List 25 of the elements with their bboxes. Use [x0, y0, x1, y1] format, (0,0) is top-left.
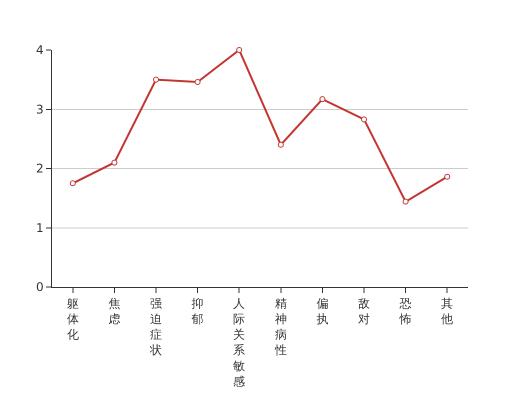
x-tick-label: 人际关系敏感	[233, 296, 246, 388]
x-tick-label: 抑郁	[192, 296, 204, 326]
point	[236, 47, 242, 53]
point	[278, 142, 284, 148]
x-tick-label: 精神病性	[274, 296, 287, 358]
x-tick-label: 敌对	[358, 296, 370, 326]
point	[111, 160, 118, 166]
point	[194, 79, 201, 85]
point	[361, 116, 367, 122]
y-tick-label: 3	[36, 102, 44, 116]
y-tick-label: 0	[36, 280, 44, 294]
point	[402, 198, 409, 205]
x-tick-label: 强迫症状	[149, 296, 162, 358]
y-tick-label: 4	[36, 43, 44, 58]
point	[444, 174, 450, 180]
point	[319, 96, 326, 102]
point	[153, 76, 159, 83]
point	[70, 180, 76, 186]
x-tick-label: 躯体化	[66, 296, 79, 342]
x-tick-label: 恐怖	[398, 296, 412, 326]
x-tick-label: 其他	[441, 296, 454, 326]
y-tick-label: 2	[36, 162, 44, 176]
y-tick-label: 1	[36, 220, 44, 235]
x-tick-label: 偏执	[316, 296, 328, 326]
x-tick-label: 焦虑	[108, 296, 120, 326]
